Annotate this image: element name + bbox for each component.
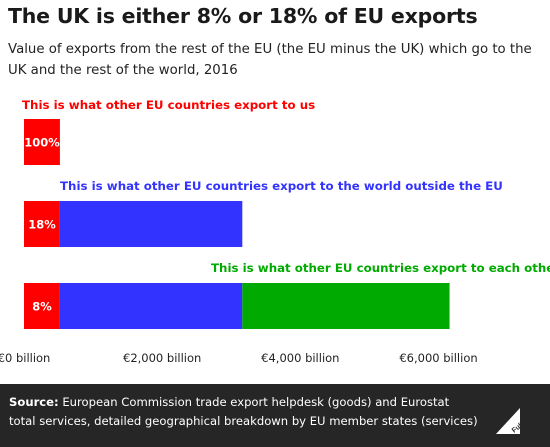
- chart-subtitle: Value of exports from the rest of the EU…: [8, 42, 532, 78]
- source-label: Source:: [9, 395, 59, 409]
- x-tick-label: €2,000 billion: [123, 351, 201, 365]
- chart-title: The UK is either 8% or 18% of EU exports: [8, 4, 478, 28]
- bar-3-segment-3: [242, 283, 450, 329]
- bar-3-value-label: 8%: [32, 300, 52, 314]
- bar-annotation-3: This is what other EU countries export t…: [211, 261, 550, 275]
- bar-2-segment-1: [24, 201, 60, 247]
- full-fact-logo: Full Fact: [496, 408, 538, 435]
- bar-annotation-1: This is what other EU countries export t…: [22, 98, 315, 112]
- source-description: European Commission trade export helpdes…: [9, 395, 478, 428]
- bar-1-segment-1: [24, 119, 60, 165]
- source-footer: Source: European Commission trade export…: [0, 384, 550, 447]
- bar-3-segment-2: [59, 283, 243, 329]
- source-text: Source: European Commission trade export…: [9, 393, 479, 431]
- bar-1-value-label: 100%: [24, 136, 60, 150]
- bar-2-segment-2: [59, 201, 243, 247]
- bar-2-value-label: 18%: [28, 218, 56, 232]
- bar-annotation-2: This is what other EU countries export t…: [60, 179, 503, 193]
- x-tick-label: €0 billion: [0, 351, 50, 365]
- x-tick-label: €6,000 billion: [399, 351, 477, 365]
- x-tick-label: €4,000 billion: [261, 351, 339, 365]
- chart: This is what other EU countries export t…: [0, 98, 550, 365]
- bar-3-segment-1: [24, 283, 60, 329]
